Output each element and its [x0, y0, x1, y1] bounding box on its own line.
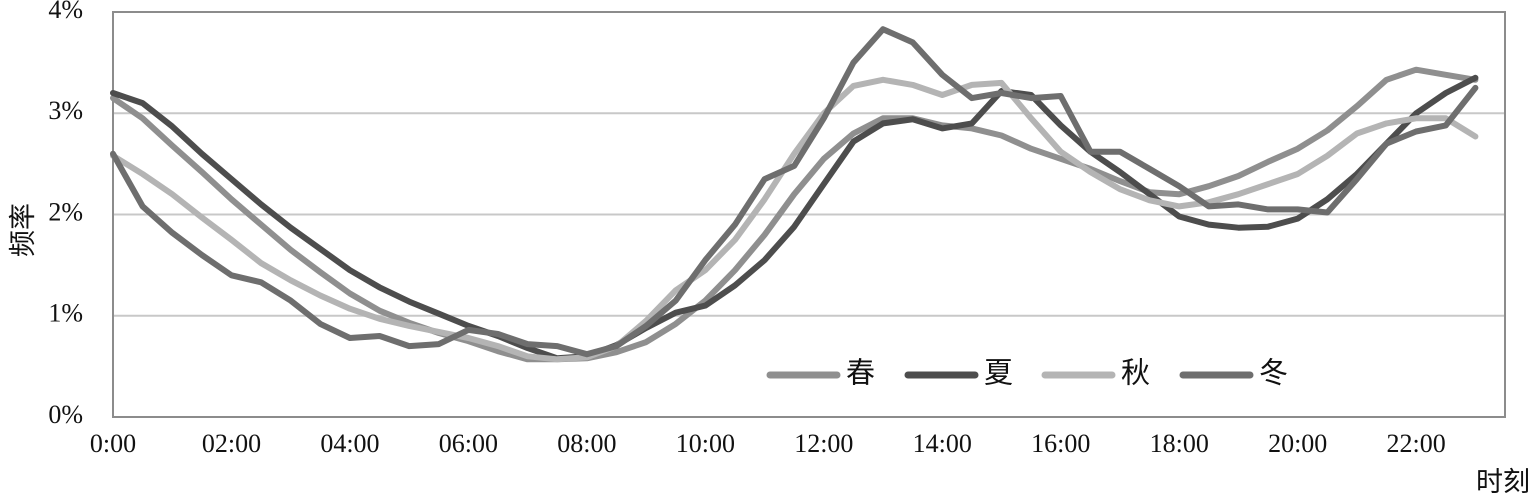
legend-label: 春	[846, 357, 875, 390]
x-tick-label: 10:00	[676, 429, 735, 458]
x-tick-label: 06:00	[439, 429, 498, 458]
y-axis-tick-labels: 0% 1% 2% 3% 4%	[48, 0, 83, 429]
x-tick-label: 0:00	[90, 429, 136, 458]
y-tick-label: 0%	[48, 400, 83, 429]
legend-label: 秋	[1121, 357, 1150, 390]
series-line-4	[110, 26, 1479, 358]
x-tick-label: 14:00	[913, 429, 972, 458]
x-axis-title: 时刻	[1476, 467, 1530, 497]
legend-label: 冬	[1259, 357, 1288, 390]
y-axis-title: 频率	[8, 203, 38, 257]
y-tick-label: 3%	[48, 96, 83, 125]
x-tick-label: 02:00	[202, 429, 261, 458]
gridlines	[113, 112, 1505, 317]
legend-label: 夏	[984, 358, 1013, 390]
x-axis-tick-labels: 0:00 02:00 04:00 06:00 08:00 10:00 12:00 14:00 1…	[90, 429, 1446, 458]
x-tick-label: 18:00	[1150, 429, 1209, 458]
x-tick-label: 16:00	[1031, 429, 1090, 458]
legend: 春夏秋冬	[766, 357, 1288, 390]
x-tick-label: 20:00	[1268, 429, 1327, 458]
plot-area-frame	[112, 11, 1506, 418]
y-tick-label: 1%	[48, 299, 83, 328]
x-tick-label: 04:00	[320, 429, 379, 458]
x-tick-label: 12:00	[794, 429, 853, 458]
x-tick-label: 08:00	[557, 429, 616, 458]
series-lines	[110, 26, 1479, 363]
series-line-3	[110, 76, 1479, 363]
x-tick-label: 22:00	[1387, 429, 1446, 458]
series-line-1	[110, 66, 1479, 363]
y-tick-label: 2%	[48, 197, 83, 226]
series-line-2	[110, 74, 1479, 362]
y-tick-label: 4%	[48, 0, 83, 24]
